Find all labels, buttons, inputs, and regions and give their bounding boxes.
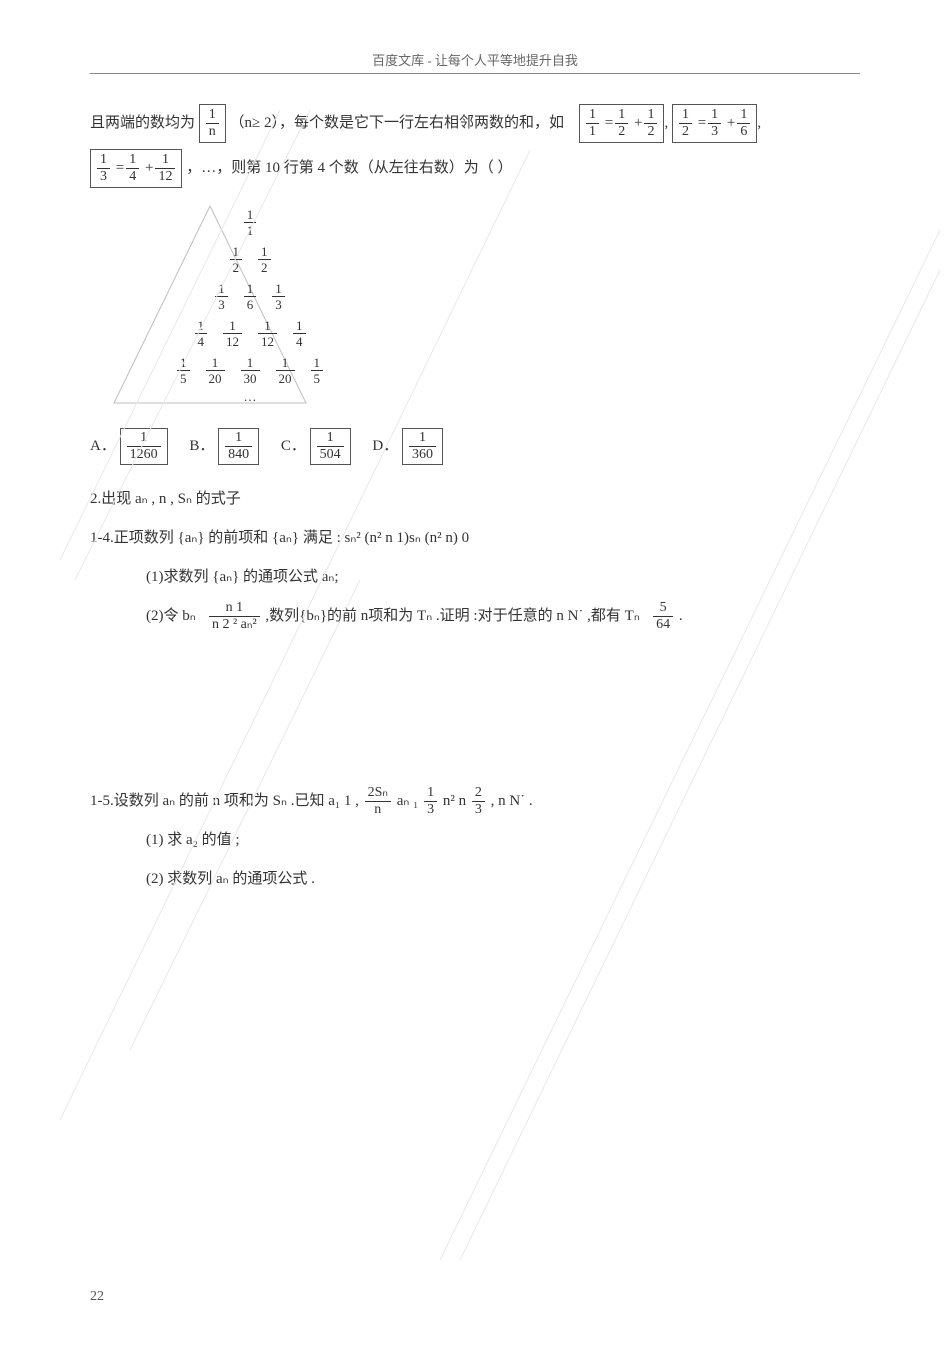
document-page: 百度文库 - 让每个人平等地提升自我 且两端的数均为 1n （n≥ 2），每个数… bbox=[0, 0, 950, 1345]
boxed-eq1: 11 =12 +12 bbox=[579, 104, 664, 143]
intro-text-a: 且两端的数均为 bbox=[90, 115, 195, 131]
triangle-dots: … bbox=[140, 389, 360, 405]
boxed-frac-1n: 1n bbox=[199, 104, 226, 143]
option-b: B． 1840 bbox=[189, 438, 263, 454]
intro-text-c: ，…，则第 10 行第 4 个数（从左往右数）为（ ） bbox=[186, 160, 512, 176]
problem-1-5-q2: (2) 求数列 aₙ 的通项公式 . bbox=[90, 863, 860, 896]
option-d: D． 1360 bbox=[372, 438, 443, 454]
intro-line-1: 且两端的数均为 1n （n≥ 2），每个数是它下一行左右相邻两数的和，如 11 … bbox=[90, 104, 860, 143]
intro-line-2: 13 =14 +112 ，…，则第 10 行第 4 个数（从左往右数）为（ ） bbox=[90, 149, 860, 188]
problem-1-4-q1: (1)求数列 {aₙ} 的通项公式 aₙ; bbox=[90, 561, 860, 594]
problem-1-5-q1: (1) 求 a₂ 的值 ; bbox=[90, 824, 860, 857]
page-number: 22 bbox=[90, 1289, 104, 1305]
boxed-eq2: 12 =13 +16 bbox=[672, 104, 757, 143]
vertical-gap-1 bbox=[90, 639, 860, 779]
problem-1-4-q2: (2)令 bₙ n 1n 2 ² aₙ² ,数列{bₙ}的前 n项和为 Tₙ .… bbox=[90, 600, 860, 633]
header-rule bbox=[90, 73, 860, 74]
vertical-gap-2 bbox=[90, 902, 860, 1082]
option-c: C． 1504 bbox=[281, 438, 355, 454]
boxed-eq3: 13 =14 +112 bbox=[90, 149, 182, 188]
answer-options: A． 11260 B． 1840 C． 1504 D． 1360 bbox=[90, 428, 860, 465]
triangle-row-4: 14 112 112 14 bbox=[140, 315, 360, 352]
option-a: A． 11260 bbox=[90, 438, 171, 454]
problem-1-5-title: 1-5.设数列 aₙ 的前 n 项和为 Sₙ .已知 a₁ 1 , 2Sₙn a… bbox=[90, 785, 860, 818]
problem-1-4-title: 1-4.正项数列 {aₙ} 的前项和 {aₙ} 满足 : sₙ² (n² n 1… bbox=[90, 522, 860, 555]
triangle-row-1: 11 bbox=[140, 204, 360, 241]
leibniz-triangle: 11 12 12 13 16 13 14 112 112 14 15 120 1… bbox=[100, 198, 400, 418]
triangle-row-3: 13 16 13 bbox=[140, 278, 360, 315]
triangle-row-5: 15 120 130 120 15 bbox=[140, 352, 360, 389]
triangle-row-2: 12 12 bbox=[140, 241, 360, 278]
section-2-heading: 2.出现 aₙ , n , Sₙ 的式子 bbox=[90, 483, 860, 516]
page-header: 百度文库 - 让每个人平等地提升自我 bbox=[90, 50, 860, 69]
intro-text-b: （n≥ 2），每个数是它下一行左右相邻两数的和，如 bbox=[230, 115, 565, 131]
